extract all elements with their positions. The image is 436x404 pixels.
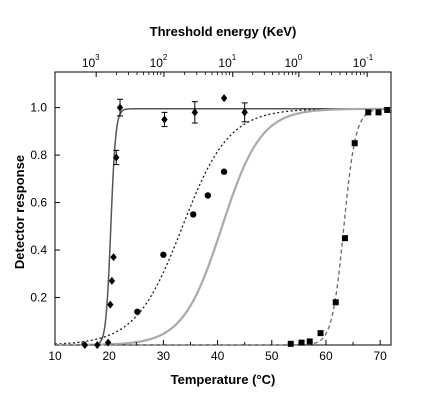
top-tick-exponent: 0 <box>298 53 303 62</box>
diamond-point <box>220 94 228 103</box>
y-tick-label: 0.8 <box>30 148 47 162</box>
diamond-point <box>113 153 120 162</box>
x-tick-label: 40 <box>211 349 225 363</box>
diamond-point <box>108 276 116 285</box>
x-tick-label: 30 <box>157 349 171 363</box>
square-point <box>384 106 391 113</box>
circle-point <box>204 192 212 199</box>
top-tick-exponent: 1 <box>232 53 237 62</box>
plot-frame <box>54 71 392 346</box>
top-tick-exponent: -1 <box>366 53 374 62</box>
axis-ticks: 10 20 30 40 50 60 700.20.40.60.81.010 3 10 2 10 1 10… <box>30 53 387 363</box>
top-tick-exponent: 2 <box>163 53 168 62</box>
diamond-point <box>110 253 117 262</box>
y-tick-label: 0.2 <box>30 291 47 305</box>
top-tick-base: 10 <box>150 56 164 70</box>
square-point <box>341 235 348 242</box>
x-tick-label: 10 <box>48 349 62 363</box>
circle-point <box>160 251 167 258</box>
top-tick-base: 10 <box>82 56 96 70</box>
top-tick-base: 10 <box>353 56 367 70</box>
y-tick-label: 1.0 <box>30 101 47 115</box>
x-tick-label: 70 <box>373 349 387 363</box>
diamond-point <box>81 341 89 349</box>
top-axis-title: Threshold energy (KeV) <box>150 24 297 39</box>
diamond-point <box>94 341 101 349</box>
y-tick-label: 0.4 <box>30 243 47 257</box>
circle-point <box>220 168 228 175</box>
circle-point <box>134 308 141 315</box>
x-tick-label: 50 <box>265 349 279 363</box>
diamond-point <box>104 338 112 347</box>
diamond-point <box>191 108 199 117</box>
square-point <box>351 140 358 147</box>
x-axis-title: Temperature (°C) <box>171 372 276 387</box>
square-point <box>306 338 313 345</box>
data-markers <box>81 94 391 349</box>
square-point <box>365 109 372 116</box>
x-tick-label: 60 <box>319 349 333 363</box>
diamond-point <box>161 115 168 124</box>
square-point <box>287 340 294 347</box>
circle-point <box>189 211 197 218</box>
x-tick-label: 20 <box>103 349 117 363</box>
square-point <box>298 339 305 346</box>
diamond-point <box>241 108 248 117</box>
top-tick-exponent: 3 <box>95 53 100 62</box>
top-tick-base: 10 <box>285 56 299 70</box>
fit-curves <box>54 107 392 347</box>
square-point <box>375 109 382 116</box>
square-point <box>317 330 324 337</box>
y-axis-title: Detector response <box>12 155 27 269</box>
top-tick-base: 10 <box>218 56 232 70</box>
diamond-point <box>116 103 124 112</box>
square-point <box>332 299 339 306</box>
diamond-point <box>107 300 114 309</box>
y-tick-label: 0.6 <box>30 196 47 210</box>
gray-fit <box>55 107 391 347</box>
